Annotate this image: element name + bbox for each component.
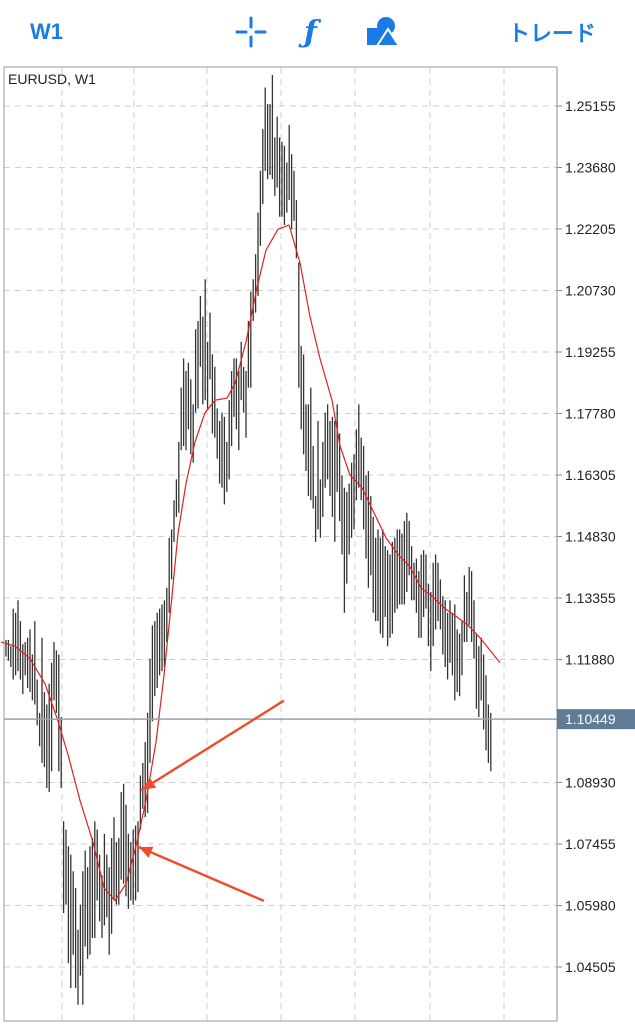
price-tick-label: 1.05980	[565, 898, 616, 914]
current-price-badge	[557, 709, 635, 730]
annotation-arrow[interactable]	[140, 699, 285, 791]
moving-average-line	[0, 224, 501, 902]
chart-canvas[interactable]: EURUSD, W1 1.25155 1.23680 1.22205 1.20730 1…	[0, 64, 635, 1024]
timeframe-button[interactable]: W1	[30, 19, 63, 44]
price-tick-label: 1.16305	[565, 467, 616, 483]
shapes-icon	[367, 17, 400, 47]
current-price-label: 1.10449	[565, 711, 616, 727]
price-tick-label: 1.20730	[565, 283, 616, 299]
crosshair-icon	[235, 16, 267, 48]
crosshair-button[interactable]	[234, 10, 268, 54]
price-tick-label: 1.19255	[565, 344, 616, 360]
price-tick-label: 1.17780	[565, 406, 616, 422]
price-tick-label: 1.14830	[565, 529, 616, 545]
indicators-button[interactable]: ƒ	[304, 10, 317, 54]
function-icon: ƒ	[304, 14, 317, 50]
annotation-arrow[interactable]	[137, 845, 265, 902]
price-tick-label: 1.04505	[565, 959, 616, 975]
price-tick-label: 1.11880	[565, 652, 615, 668]
price-chart[interactable]: EURUSD, W1 1.25155 1.23680 1.22205 1.20730 1…	[0, 64, 635, 1024]
objects-button[interactable]	[364, 10, 400, 54]
trade-button[interactable]: トレード	[508, 21, 597, 46]
top-toolbar: W1 ƒ トレード	[0, 0, 635, 64]
price-tick-label: 1.25155	[565, 98, 616, 114]
price-tick-label: 1.13355	[565, 590, 616, 606]
price-tick-label: 1.22205	[565, 221, 616, 237]
price-tick-label: 1.08930	[565, 775, 616, 791]
chart-title: EURUSD, W1	[8, 71, 96, 87]
price-tick-label: 1.23680	[565, 160, 616, 176]
price-tick-label: 1.07455	[565, 836, 616, 852]
